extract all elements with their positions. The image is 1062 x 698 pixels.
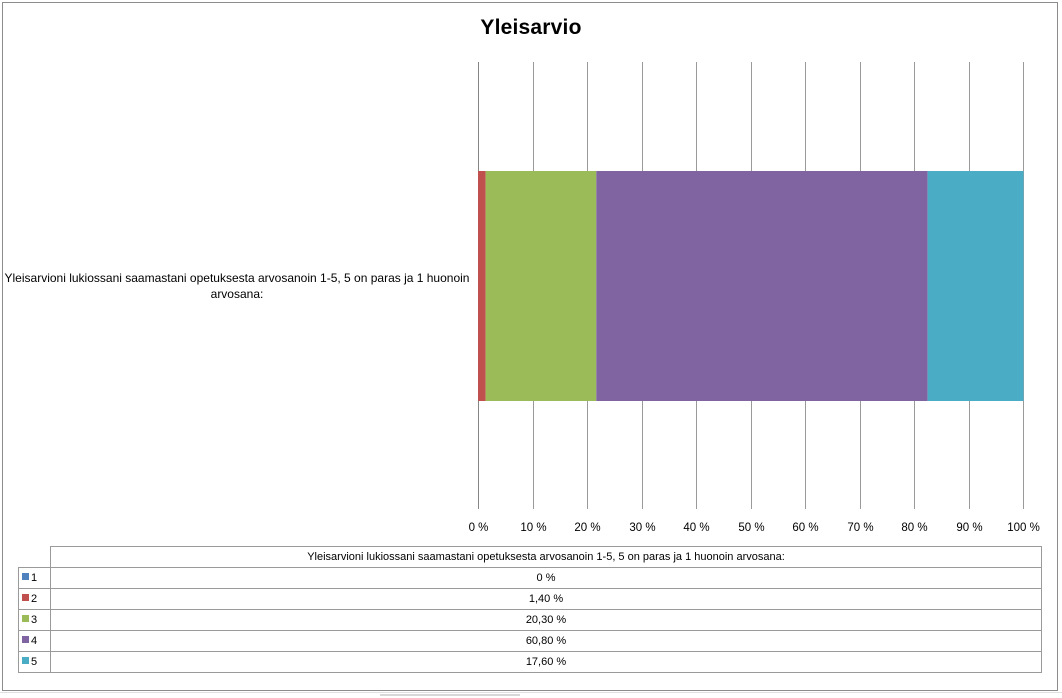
x-tick-label: 70 %	[847, 522, 873, 534]
bar-segment-3	[485, 171, 597, 401]
table-row: 2 1,40 %	[18, 587, 1042, 610]
legend-key-label: 1	[31, 571, 38, 584]
legend-key-label: 5	[31, 655, 38, 668]
x-tick-label: 30 %	[629, 522, 655, 534]
table-row: 3 20,30 %	[18, 608, 1042, 631]
x-tick-label: 20 %	[574, 522, 600, 534]
bar-segments	[478, 171, 1024, 401]
legend-key-label: 2	[31, 592, 38, 605]
x-tick-label: 50 %	[738, 522, 764, 534]
table-value: 1,40 %	[50, 587, 1042, 610]
legend-key-cell: 3	[18, 608, 51, 631]
legend-key-cell: 4	[18, 629, 51, 652]
table-row: 4 60,80 %	[18, 629, 1042, 652]
x-tick-label: 80 %	[901, 522, 927, 534]
table-row: 5 17,60 %	[18, 650, 1042, 673]
data-table: Yleisarvioni lukiossani saamastani opetu…	[18, 546, 1042, 673]
legend-key-label: 3	[31, 613, 38, 626]
legend-swatch	[22, 573, 29, 581]
table-value: 17,60 %	[50, 650, 1042, 673]
table-value: 0 %	[50, 566, 1042, 589]
legend-key-cell: 2	[18, 587, 51, 610]
bar-segment-5	[927, 171, 1024, 401]
legend-swatch	[22, 615, 29, 623]
x-tick-label: 0 %	[469, 522, 489, 534]
legend-key-label: 4	[31, 634, 38, 647]
table-value: 20,30 %	[50, 608, 1042, 631]
chart-title: Yleisarvio	[480, 16, 582, 39]
data-table-corner	[18, 546, 51, 568]
bar-segment-2	[478, 171, 486, 401]
x-tick-label: 90 %	[956, 522, 982, 534]
plot-area: 0 % 10 % 20 % 30 % 40 % 50 % 60 % 70 % 80 % 90 % 1…	[469, 62, 1040, 534]
x-tick-label: 100 %	[1007, 522, 1040, 534]
legend-swatch	[22, 594, 29, 602]
category-label: Yleisarvioni lukiossani saamastani opetu…	[4, 271, 470, 301]
bar-segment-4	[596, 171, 928, 401]
legend-swatch	[22, 636, 29, 644]
scrollbar-track	[380, 694, 520, 696]
table-row: 1 0 %	[18, 566, 1042, 589]
legend-swatch	[22, 657, 29, 665]
x-tick-labels: 0 % 10 % 20 % 30 % 40 % 50 % 60 % 70 % 80 % 90 % 1…	[469, 522, 1040, 534]
data-table-column-header: Yleisarvioni lukiossani saamastani opetu…	[50, 546, 1042, 568]
x-tick-label: 10 %	[520, 522, 546, 534]
x-tick-label: 40 %	[683, 522, 709, 534]
legend-key-cell: 5	[18, 650, 51, 673]
x-tick-label: 60 %	[792, 522, 818, 534]
table-value: 60,80 %	[50, 629, 1042, 652]
window-bottom-edge	[0, 692, 1062, 698]
legend-key-cell: 1	[18, 566, 51, 589]
